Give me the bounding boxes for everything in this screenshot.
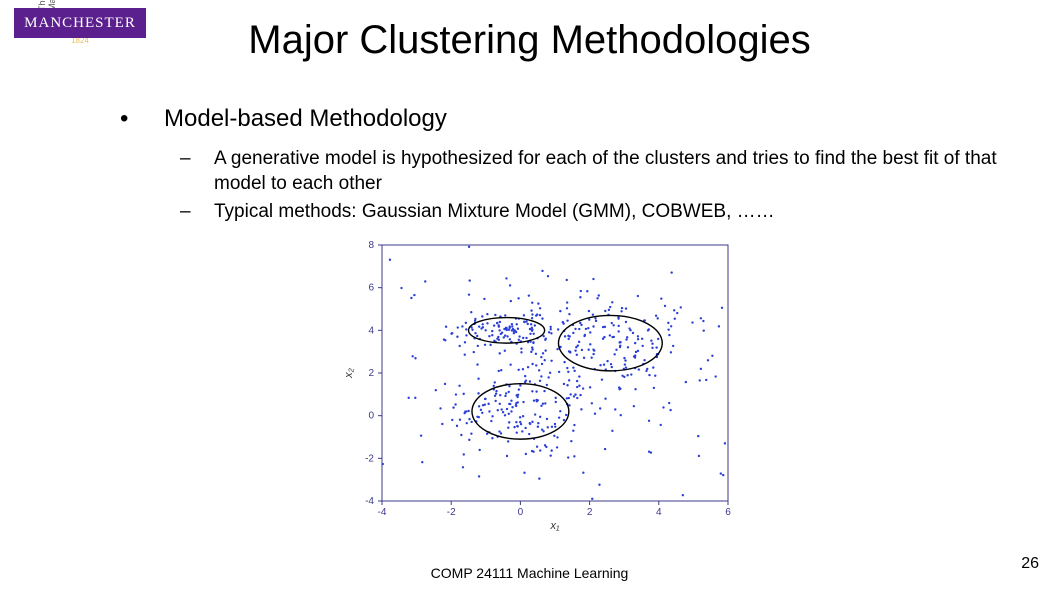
- svg-text:0: 0: [368, 411, 374, 422]
- svg-text:4: 4: [368, 325, 374, 336]
- svg-text:2: 2: [368, 368, 374, 379]
- scatter-chart: -4 -2 0 2 4 6 -4 -2 0 2 4 6 8 x₁ x₂: [340, 235, 740, 535]
- slide-footer: COMP 24111 Machine Learning: [0, 565, 1059, 581]
- sub-bullet-mark: –: [180, 147, 214, 172]
- sub-bullet-text: Typical methods: Gaussian Mixture Model …: [214, 200, 775, 225]
- slide-title: Major Clustering Methodologies: [0, 18, 1059, 63]
- svg-text:0: 0: [518, 507, 524, 518]
- svg-text:-2: -2: [365, 453, 374, 464]
- svg-text:4: 4: [656, 507, 662, 518]
- sub-bullet-list: – A generative model is hypothesized for…: [180, 147, 1019, 225]
- sub-bullet-text: A generative model is hypothesized for e…: [214, 147, 1019, 196]
- sub-bullet-item: – Typical methods: Gaussian Mixture Mode…: [180, 200, 1019, 225]
- svg-text:-4: -4: [378, 507, 387, 518]
- svg-text:-2: -2: [447, 507, 456, 518]
- sub-bullet-mark: –: [180, 200, 214, 225]
- bullet-mark: •: [120, 105, 164, 133]
- chart-svg: -4 -2 0 2 4 6 -4 -2 0 2 4 6 8 x₁ x₂: [340, 235, 740, 535]
- svg-text:6: 6: [725, 507, 731, 518]
- svg-text:x₁: x₁: [550, 520, 561, 532]
- svg-text:6: 6: [368, 283, 374, 294]
- page-number: 26: [1021, 555, 1039, 573]
- svg-text:8: 8: [368, 240, 374, 251]
- bullet-item: • Model-based Methodology: [120, 105, 1019, 133]
- sub-bullet-item: – A generative model is hypothesized for…: [180, 147, 1019, 196]
- bullet-list: • Model-based Methodology – A generative…: [120, 105, 1019, 229]
- svg-text:2: 2: [587, 507, 593, 518]
- svg-text:-4: -4: [365, 496, 374, 507]
- bullet-text: Model-based Methodology: [164, 105, 447, 133]
- svg-text:x₂: x₂: [343, 367, 355, 379]
